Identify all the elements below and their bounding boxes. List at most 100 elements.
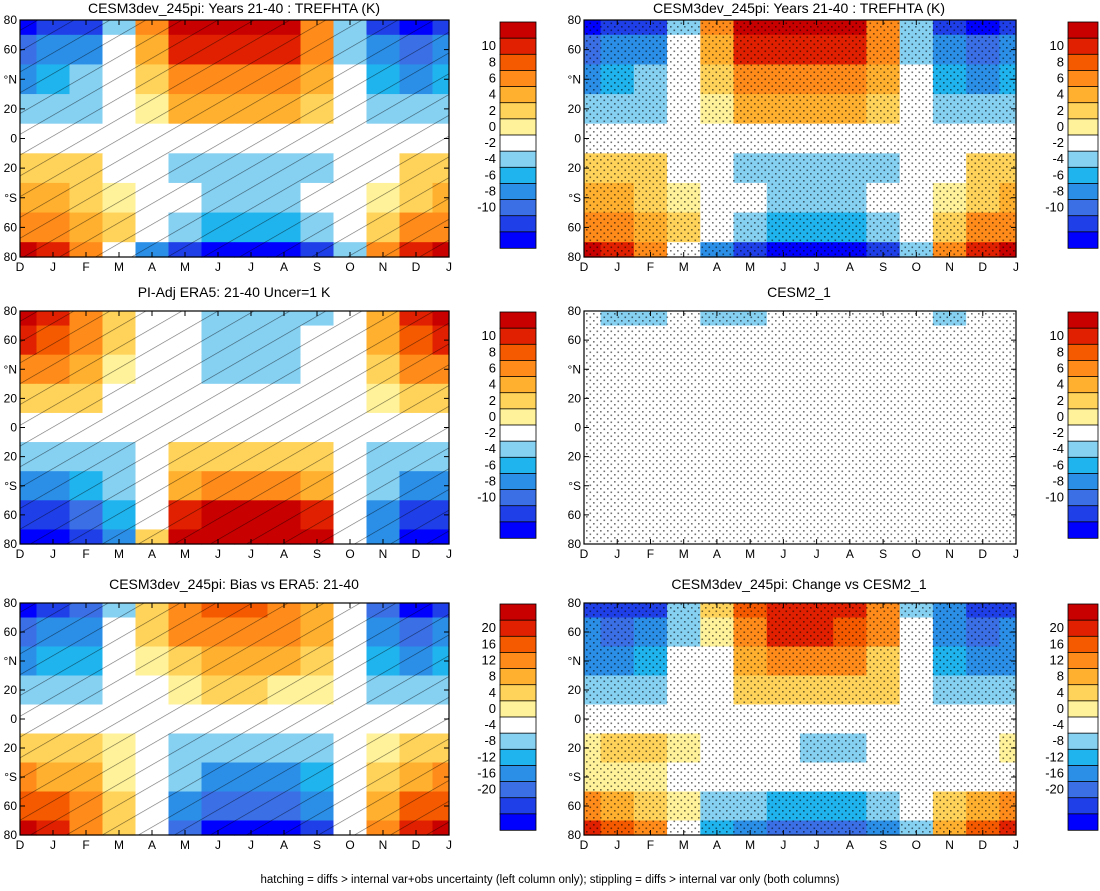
y-tick-label: 60 (568, 220, 582, 234)
colorbar-swatch (1067, 199, 1099, 217)
colorbar-label: 20 (1050, 620, 1064, 635)
colorbar-label: 6 (489, 361, 496, 376)
colorbar-label: -8 (1052, 733, 1064, 748)
x-tick-label: S (879, 260, 887, 274)
colorbar-swatch (499, 327, 537, 345)
panel-3-pi-adj-era5: PI-Adj ERA5: 21-40 Uncer=1 K D J F M A M J J A S O… (4, 284, 452, 561)
y-tick-label: 20 (4, 161, 18, 175)
colorbar-swatch (499, 360, 537, 378)
colorbar-swatch (1067, 150, 1099, 168)
colorbar-swatch (499, 765, 537, 783)
colorbar-label: -10 (477, 200, 496, 215)
panel-title: CESM2_1 (767, 284, 831, 300)
y-tick-label: 20 (4, 102, 18, 116)
x-tick-label: F (82, 838, 89, 852)
colorbar-label: -4 (484, 717, 496, 732)
y-tick-label: 60 (4, 333, 18, 347)
colorbar-swatch (1067, 700, 1099, 718)
x-tick-label: J (248, 260, 254, 274)
x-tick-label: A (846, 260, 854, 274)
x-tick-label: J (780, 547, 786, 561)
colorbar-label: -6 (1052, 457, 1064, 472)
colorbar-label: 2 (1057, 393, 1064, 408)
colorbar-label: 0 (489, 701, 496, 716)
colorbar-label: 6 (1057, 71, 1064, 86)
x-tick-label: A (713, 547, 721, 561)
x-tick-label: J (1013, 838, 1019, 852)
x-tick-label: F (82, 260, 89, 274)
x-tick-label: N (945, 838, 954, 852)
colorbar-swatch (499, 456, 537, 475)
colorbar-swatch (499, 70, 537, 88)
colorbar-swatch (499, 231, 537, 249)
colorbar-swatch (1067, 732, 1099, 750)
x-tick-label: J (50, 547, 56, 561)
x-tick-label: D (16, 547, 25, 561)
colorbar-label: -20 (1045, 782, 1064, 797)
x-tick-label: A (148, 838, 156, 852)
colorbar-label: 10 (1050, 328, 1064, 343)
colorbar-swatch (1067, 166, 1099, 185)
colorbar-swatch (499, 668, 537, 686)
colorbar-swatch (499, 37, 537, 55)
x-tick-label: J (215, 838, 221, 852)
colorbar-swatch (1067, 619, 1099, 637)
colorbar-label: 4 (489, 685, 496, 700)
y-tick-label: 80 (4, 304, 18, 318)
y-tick-label: 80 (4, 537, 18, 551)
y-tick-label: °S (568, 191, 581, 205)
colorbar-swatch (499, 392, 537, 410)
y-tick-label: 80 (568, 596, 582, 610)
colorbar-label: 8 (1057, 344, 1064, 359)
x-tick-label: A (148, 547, 156, 561)
y-tick-label: 80 (568, 828, 582, 842)
stippling-overlay (584, 311, 1016, 544)
y-tick-label: 20 (568, 741, 582, 755)
x-tick-label: D (412, 260, 421, 274)
colorbar-swatch (1067, 797, 1099, 815)
y-tick-label: 60 (4, 220, 18, 234)
x-tick-label: D (580, 260, 589, 274)
panel-title: CESM3dev_245pi: Years 21-40 : TREFHTA (K… (653, 0, 945, 16)
x-tick-label: D (412, 547, 421, 561)
colorbar-swatch (1067, 70, 1099, 88)
colorbar-label: 4 (1057, 377, 1064, 392)
y-tick-label: 20 (568, 391, 582, 405)
colorbar-label: 16 (482, 636, 496, 651)
y-tick-label: 20 (568, 161, 582, 175)
panel-2-cesm3dev-trefhta-stippled: CESM3dev_245pi: Years 21-40 : TREFHTA (K… (568, 0, 1019, 274)
colorbar-label: 20 (482, 620, 496, 635)
y-tick-label: 80 (568, 250, 582, 264)
x-tick-label: O (345, 260, 354, 274)
x-tick-label: D (580, 547, 589, 561)
y-tick-label: 20 (4, 450, 18, 464)
colorbar-swatch (499, 505, 537, 523)
colorbar-swatch (499, 199, 537, 217)
x-tick-label: M (180, 260, 190, 274)
x-tick-label: A (280, 838, 288, 852)
colorbar-label: -16 (477, 766, 496, 781)
y-tick-label: 20 (568, 450, 582, 464)
x-tick-label: M (180, 547, 190, 561)
colorbar-swatch (1067, 652, 1099, 670)
x-tick-label: A (713, 838, 721, 852)
panel-title: CESM3dev_245pi: Bias vs ERA5: 21-40 (109, 576, 359, 592)
y-tick-label: 80 (568, 13, 582, 27)
colorbar-swatch (1067, 781, 1099, 799)
y-tick-label: 80 (4, 13, 18, 27)
colorbar-swatch (1067, 456, 1099, 475)
colorbar-swatch (499, 440, 537, 458)
colorbar-swatch (499, 215, 537, 233)
colorbar-swatch (499, 732, 537, 750)
x-tick-label: S (879, 838, 887, 852)
y-tick-label: 0 (574, 132, 581, 146)
colorbar-swatch (1067, 215, 1099, 233)
y-tick-label: °S (568, 479, 581, 493)
x-tick-label: M (745, 838, 755, 852)
colorbar-label: 0 (489, 409, 496, 424)
colorbar-label: -4 (1052, 441, 1064, 456)
panel-title: CESM3dev_245pi: Change vs CESM2_1 (671, 576, 926, 592)
colorbar-label: 4 (489, 87, 496, 102)
x-tick-label: J (446, 838, 452, 852)
